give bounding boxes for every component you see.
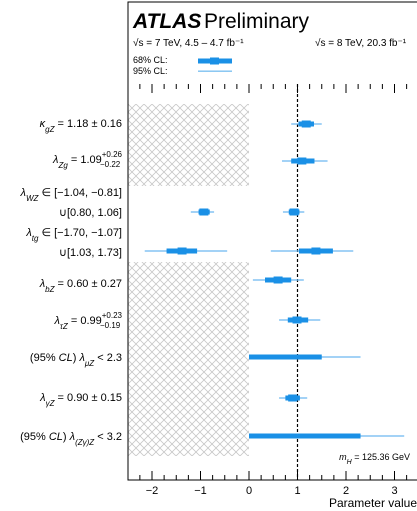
row-8-ci68	[249, 354, 322, 360]
row-label-ltauz: λτZ = 0.99+0.23 −0.19	[53, 311, 122, 331]
x-tick-label: 2	[343, 485, 349, 497]
hatched-region-lower	[128, 262, 249, 456]
x-tick-label: −2	[146, 485, 159, 497]
hatched-regions	[128, 104, 249, 456]
atlas-label: ATLAS	[132, 10, 201, 33]
legend: 68% CL: 95% CL:	[133, 55, 232, 76]
row-4-negative-best	[177, 247, 187, 255]
row-6-best	[273, 276, 283, 284]
energy-7tev-label: √s = 7 TeV, 4.5 – 4.7 fb⁻¹	[133, 37, 244, 49]
legend-95-label: 95% CL:	[133, 66, 168, 76]
row-label-ltg-union: ∪[1.03, 1.73]	[59, 247, 122, 259]
row-labels: κgZ = 1.18 ± 0.16 λZg = 1.09+0.26 −0.22 λ…	[20, 118, 123, 447]
row-label-lzg: λZg = 1.09+0.26 −0.22	[52, 150, 123, 170]
x-axis: −2 −1 0 1 2 3	[139, 84, 408, 497]
row-2-positive-best	[289, 208, 299, 216]
preliminary-label: Preliminary	[204, 10, 310, 33]
row-9-best	[288, 394, 298, 402]
hatched-region-upper	[128, 104, 249, 186]
legend-68-marker	[210, 57, 219, 65]
row-label-lzgz: (95% CL) λ(Zγ)Z < 3.2	[20, 431, 122, 447]
row-0-best	[301, 120, 311, 128]
row-label-lmuz: (95% CL) λμZ < 2.3	[30, 352, 122, 368]
mh-annotation: mH = 125.36 GeV	[339, 452, 410, 466]
row-4-positive-best	[311, 247, 321, 255]
row-label-lbz: λbZ = 0.60 ± 0.27	[39, 278, 122, 294]
row-1-best	[297, 157, 307, 165]
x-axis-title: Parameter value	[329, 496, 417, 510]
row-label-lwz: λWZ ∈ [−1.04, −0.81]	[20, 187, 122, 203]
x-tick-label: −1	[194, 485, 207, 497]
legend-95-swatch	[198, 70, 232, 72]
row-2-negative-best	[199, 208, 209, 216]
x-tick-label: 1	[294, 485, 300, 497]
data-marks	[144, 120, 405, 439]
x-tick-label: 0	[246, 485, 252, 497]
x-tick-label: 3	[391, 485, 397, 497]
row-label-lwz-union: ∪[0.80, 1.06]	[59, 207, 122, 219]
energy-8tev-label: √s = 8 TeV, 20.3 fb⁻¹	[315, 37, 407, 49]
row-10-ci68	[249, 433, 361, 439]
legend-68-label: 68% CL:	[133, 55, 168, 65]
plot-frame	[127, 1, 417, 481]
row-label-lgammaz: λγZ = 0.90 ± 0.15	[39, 392, 122, 408]
row-label-ltg: λtg ∈ [−1.70, −1.07]	[25, 227, 122, 243]
row-7-best	[292, 316, 302, 324]
row-label-kgz: κgZ = 1.18 ± 0.16	[40, 118, 122, 134]
